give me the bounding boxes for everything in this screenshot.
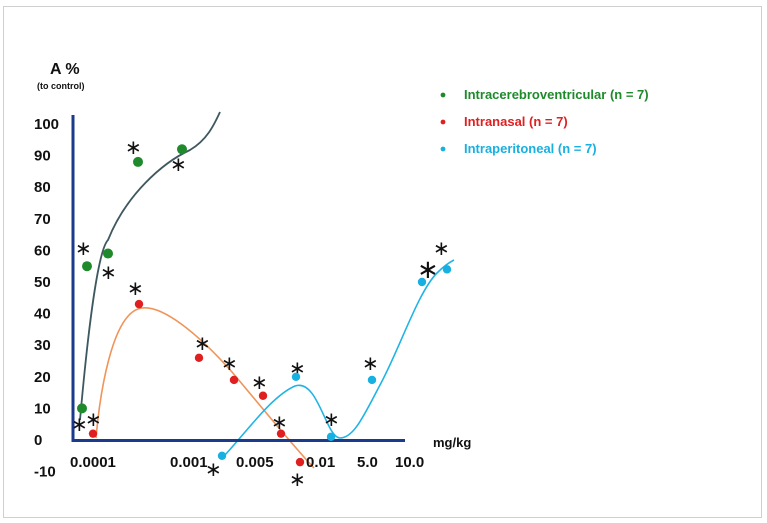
significance-markers: ∗∗∗∗∗∗∗∗∗∗∗∗∗∗∗∗∗∗ [71,135,450,491]
x-tick-label: 0.001 [170,454,208,471]
data-points [77,144,452,467]
significance-star: ∗ [271,410,288,434]
data-point [326,432,336,442]
y-tick-label: 80 [34,179,51,196]
legend-label: Intracerebroventricular (n = 7) [464,87,649,102]
significance-star: ∗ [221,351,238,375]
x-axis-title: mg/kg [433,435,471,450]
fit-curves [79,111,455,469]
fit-curve [224,259,455,456]
significance-star: ∗ [125,135,142,159]
y-axis-title: A % [50,61,80,78]
significance-star: ∗ [71,412,88,436]
significance-star: ∗ [100,260,117,284]
significance-star: ∗ [417,255,439,285]
y-tick-label: -10 [34,464,56,481]
data-point [276,429,286,438]
fit-curve [79,111,221,421]
data-point [229,375,239,385]
y-tick-label: 60 [34,242,51,259]
y-tick-label: 30 [34,337,51,354]
data-point [291,372,301,381]
data-point [82,261,92,272]
x-ticks: 0.0001 0.001 0.005 0.01 5.0 10.0 [70,454,424,471]
data-point [133,156,143,167]
data-point [88,429,98,438]
legend-marker [440,146,446,152]
x-tick-label: 0.0001 [70,454,116,471]
significance-star: ∗ [170,152,187,176]
significance-star: ∗ [205,457,222,481]
legend-label: Intranasal (n = 7) [464,114,568,129]
data-point [194,353,204,363]
legend-marker [440,119,446,125]
data-point [134,299,144,309]
significance-star: ∗ [75,236,92,260]
data-point [367,375,377,385]
fit-curve [95,307,315,469]
x-tick-label: 5.0 [357,454,378,471]
significance-star: ∗ [194,331,211,355]
data-point [442,265,452,274]
y-axis-subtitle: (to control) [37,81,85,91]
y-tick-label: 0 [34,432,42,449]
significance-star: ∗ [289,467,306,491]
y-tick-label: 70 [34,211,51,228]
significance-star: ∗ [85,407,102,431]
y-tick-label: 50 [34,274,51,291]
data-point [217,451,227,460]
chart-frame [3,6,762,518]
significance-star: ∗ [433,236,450,260]
x-tick-label: 0.005 [236,454,274,471]
significance-star: ∗ [323,407,340,431]
legend: Intracerebroventricular (n = 7) Intranasa… [440,87,649,156]
data-point [103,248,113,259]
x-tick-label: 10.0 [395,454,424,471]
data-point [417,277,427,287]
legend-marker [440,92,446,98]
y-tick-label: 90 [34,148,51,165]
y-tick-label: 10 [34,400,51,417]
legend-label: Intraperitoneal (n = 7) [464,141,597,156]
y-tick-label: 40 [34,306,51,323]
y-tick-label: 100 [34,116,59,133]
data-point [77,403,87,414]
significance-star: ∗ [127,276,144,300]
data-point [177,144,187,155]
significance-star: ∗ [251,370,268,394]
data-point [295,457,305,467]
significance-star: ∗ [362,351,379,375]
x-tick-label: 0.01 [306,454,335,471]
axes [71,115,405,442]
y-tick-label: 20 [34,369,51,386]
data-point [258,391,268,400]
